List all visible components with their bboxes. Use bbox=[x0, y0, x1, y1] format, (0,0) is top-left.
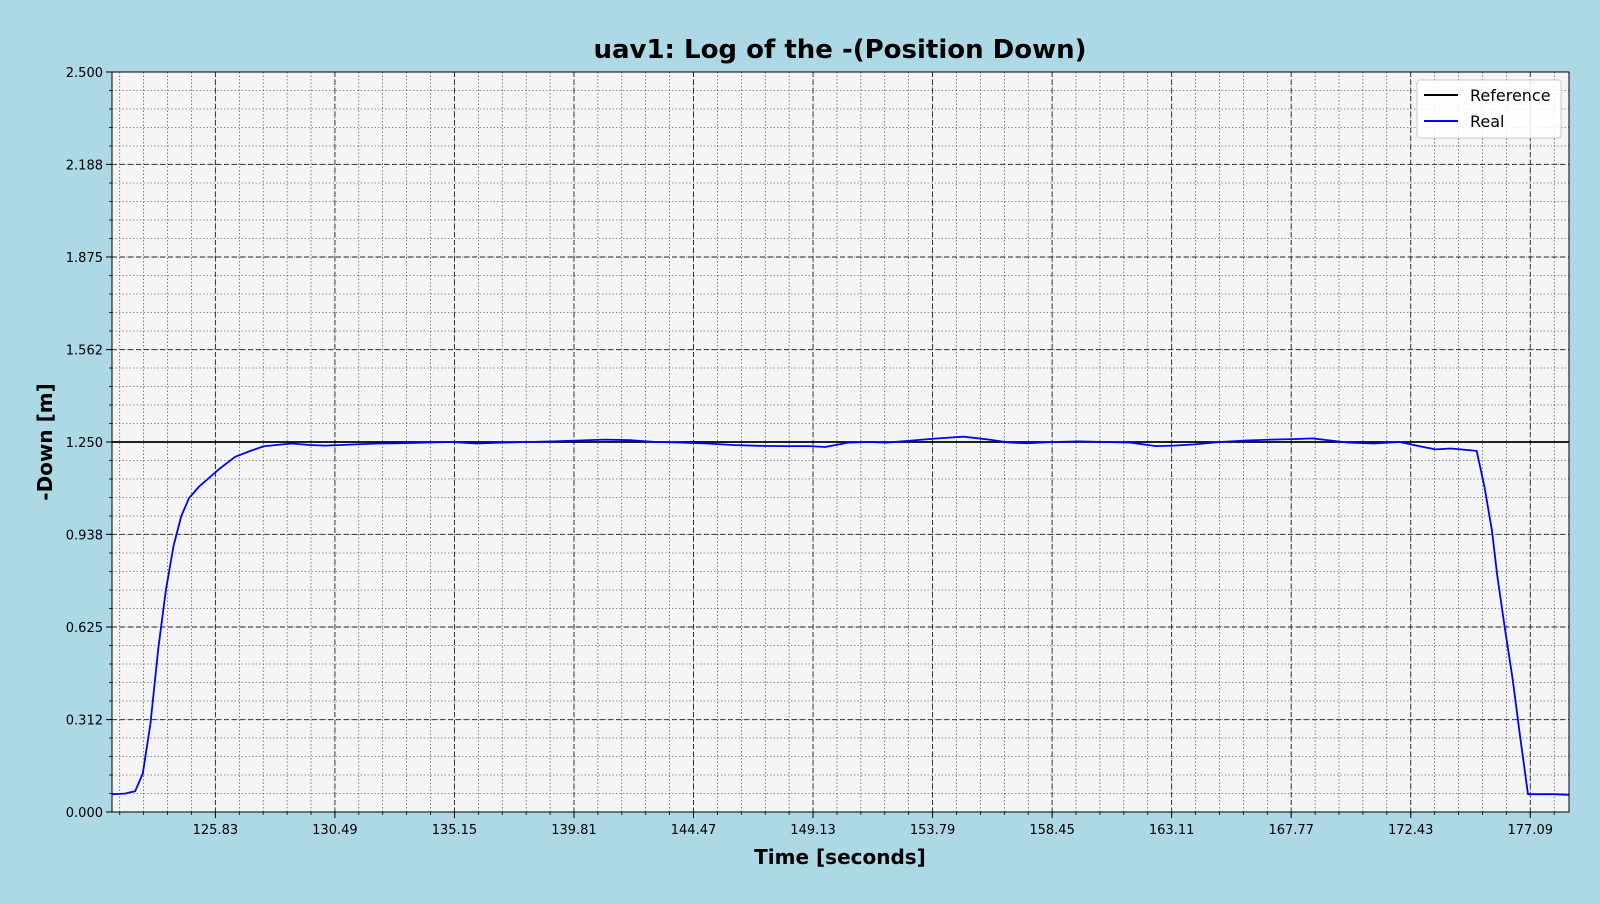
x-tick-label: 130.49 bbox=[312, 823, 358, 838]
ticks-group: 125.83 130.49 135.15 139.81 144.47 149.13 153.… bbox=[66, 66, 1555, 838]
x-tick-label: 149.13 bbox=[790, 823, 836, 838]
x-tick-label: 144.47 bbox=[671, 823, 717, 838]
y-tick-label: 1.250 bbox=[66, 436, 103, 451]
y-tick-label: 0.938 bbox=[66, 528, 103, 543]
legend-label-reference: Reference bbox=[1470, 86, 1551, 105]
x-axis-label: Time [seconds] bbox=[754, 845, 926, 869]
y-tick-label: 0.000 bbox=[66, 806, 103, 821]
x-tick-label: 153.79 bbox=[910, 823, 956, 838]
series-line-real bbox=[111, 435, 1570, 796]
x-tick-label: 167.77 bbox=[1268, 823, 1314, 838]
series-group bbox=[111, 435, 1570, 796]
x-tick-label: 177.09 bbox=[1508, 823, 1554, 838]
x-tick-label: 139.81 bbox=[551, 823, 597, 838]
x-tick-label: 163.11 bbox=[1149, 823, 1195, 838]
y-tick-label: 1.562 bbox=[66, 344, 103, 359]
x-tick-label: 158.45 bbox=[1029, 823, 1075, 838]
y-axis-label: -Down [m] bbox=[33, 383, 57, 500]
legend-label-real: Real bbox=[1470, 112, 1505, 131]
legend: Reference Real bbox=[1416, 79, 1562, 139]
y-tick-label: 0.312 bbox=[66, 714, 103, 729]
y-tick-label: 2.500 bbox=[66, 66, 103, 81]
x-tick-label: 135.15 bbox=[432, 823, 478, 838]
x-tick-label: 172.43 bbox=[1388, 823, 1434, 838]
y-tick-label: 1.875 bbox=[66, 251, 103, 266]
chart-title: uav1: Log of the -(Position Down) bbox=[593, 35, 1086, 65]
x-tick-label: 125.83 bbox=[193, 823, 239, 838]
y-tick-label: 2.188 bbox=[66, 158, 103, 173]
y-tick-label: 0.625 bbox=[66, 621, 103, 636]
